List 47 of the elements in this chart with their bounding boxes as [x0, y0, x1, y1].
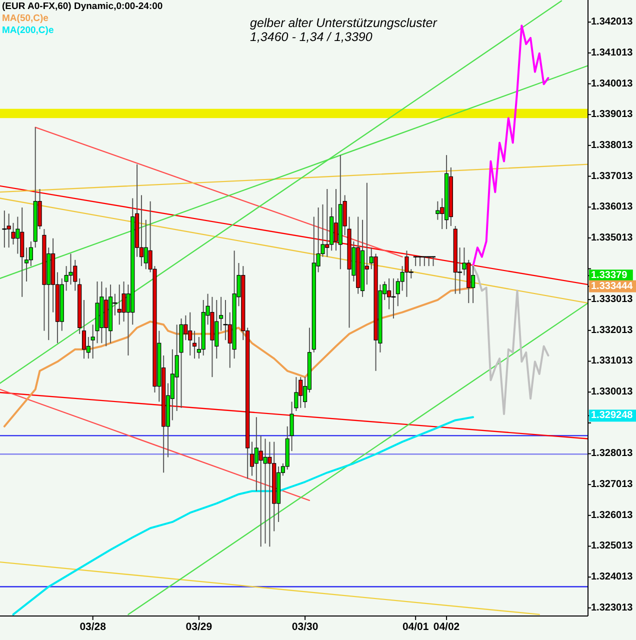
candlestick [263, 438, 268, 544]
x-tick-label: 03/30 [292, 621, 318, 633]
y-tick-label: 1.333013 [591, 294, 634, 306]
candlestick [24, 247, 29, 282]
candlestick [426, 256, 432, 267]
y-tick-label: 1.327013 [591, 479, 634, 490]
y-tick-label: 1.332013 [591, 324, 634, 336]
y-tick-label: 1.330013 [591, 386, 634, 398]
y-tick-label: 1.337013 [591, 170, 634, 182]
y-tick-label: 1.339013 [591, 109, 634, 120]
candlestick [192, 330, 197, 360]
y-tick-label: 1.33379 [591, 270, 628, 282]
candlestick [82, 299, 86, 360]
y-tick-label: 1.340013 [591, 78, 634, 90]
text: MA(50,C)e [2, 13, 48, 24]
line-series [472, 265, 550, 416]
y-tick-label: 1.325013 [591, 540, 634, 552]
annotation: gelber alter Unterstützungscluster [250, 16, 438, 30]
candlestick [334, 188, 338, 252]
candlestick [250, 441, 254, 476]
chart-title: (EUR A0-FX,60) Dynamic,0:00-24:00 [2, 1, 163, 12]
y-tick-label: 1.329248 [591, 410, 634, 422]
y-tick-label: 1.335013 [591, 232, 634, 244]
y-tick-label: 1.336013 [591, 202, 634, 213]
y-tick-label: 1.341013 [591, 47, 634, 58]
line-series [12, 416, 474, 616]
text: MA(200,C)e [2, 25, 54, 36]
line-series [472, 24, 550, 268]
x-tick-label: 04/01 [402, 621, 429, 633]
y-tick-label: 1.328013 [591, 448, 634, 460]
y-tick-label: 1.333444 [591, 280, 634, 292]
y-tick-label: 1.331013 [591, 356, 634, 367]
y-tick-label: 1.323013 [591, 602, 634, 614]
candlestick [412, 256, 418, 267]
candlestick [422, 256, 428, 267]
y-tick-label: 1.326013 [591, 510, 634, 521]
candlestick [417, 256, 423, 267]
y-tick-label: 1.338013 [591, 140, 634, 151]
x-tick-label: 04/02 [433, 621, 460, 633]
x-tick-label: 03/29 [186, 621, 212, 633]
candlestick [436, 200, 440, 220]
candlestick [28, 240, 33, 267]
x-tick-label: 03/28 [80, 621, 106, 633]
annotation: 1,3460 - 1,34 / 1,3390 [250, 30, 372, 44]
y-tick-label: 1.324013 [591, 572, 634, 583]
y-tick-label: 1.342013 [591, 16, 634, 28]
candlestick [219, 296, 224, 332]
